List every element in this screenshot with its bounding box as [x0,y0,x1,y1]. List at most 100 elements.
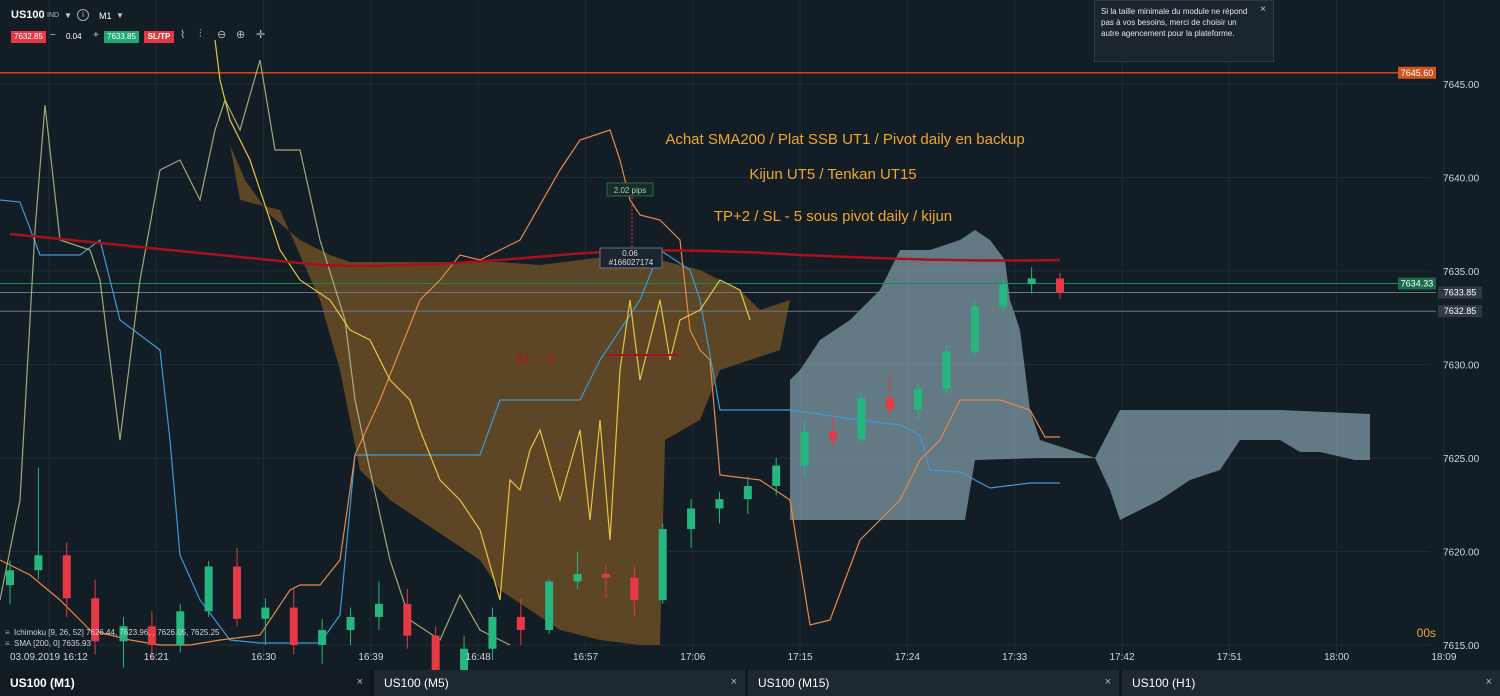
crosshair-icon[interactable]: ✛ [256,29,266,41]
sma200-line [9,232,1061,268]
tab-label: US100 (M15) [758,676,830,690]
time-axis: 03.09.2019 16:12 16:21 16:30 16:39 16:48 16:5… [10,652,1457,663]
annotation-strategy: Achat SMA200 / Plat SSB UT1 / Pivot dail… [665,131,1024,148]
candle-body [204,566,213,612]
y-tick-label: 7630.00 [1443,361,1480,372]
sma-legend-icon: ≡ [5,639,10,648]
candle-body [374,603,383,617]
zoom-in-icon[interactable]: ⊕ [236,29,246,41]
x-tick-label: 17:15 [788,652,813,663]
close-icon[interactable]: × [1104,676,1111,688]
x-tick-label: 16:21 [144,652,169,663]
x-tick-label: 16:39 [358,652,383,663]
chikou-line [0,59,511,646]
candle-body [630,577,639,601]
candle-body [573,573,582,582]
candle-body [233,566,242,619]
price-tag [1398,277,1436,290]
line-chart-icon[interactable]: ⌇ [180,29,186,41]
symbol-name[interactable]: US100 [11,9,45,21]
decrease-volume-button[interactable]: − [50,30,56,41]
tab-label: US100 (M5) [384,676,449,690]
price-tag [1438,286,1482,299]
countdown: 00s [1417,626,1436,640]
price-tag [1438,305,1482,318]
price-tag-label: 7632.85 [1444,306,1477,316]
candle-body [942,351,951,389]
price-tag-label: 7633.85 [1444,288,1477,298]
zoom-out-icon[interactable]: ⊖ [217,29,227,41]
candle-body [800,431,809,466]
candle-body [34,555,43,571]
ichimoku-legend[interactable]: Ichimoku [9, 26, 52] 7626.44, 7623.96, ,… [14,628,220,637]
candle-body [828,431,837,440]
candle-body [488,616,497,649]
indicators-icon[interactable]: ⫶ [199,28,202,40]
notice-text: Si la taille minimale du module ne répon… [1101,7,1248,38]
buy-button[interactable]: 7633.85 [104,31,139,43]
candle-body [999,284,1008,307]
close-icon[interactable]: × [730,676,737,688]
candle-body [6,570,14,586]
candle-body [687,508,696,530]
annotation-kijun: Kijun UT5 / Tenkan UT15 [749,166,916,183]
symbol-dropdown-icon[interactable]: ▼ [64,11,72,20]
candle-body [289,607,298,645]
timeframe-selector[interactable]: M1 [99,11,112,21]
order-qty: 0.06 [622,249,638,258]
candle-body [318,630,327,645]
close-icon[interactable]: × [1260,4,1266,15]
horizontal-levels [0,72,1436,312]
tab-us100-m15[interactable]: US100 (M15) × [748,670,1119,696]
x-tick-label: 16:30 [251,652,276,663]
candle-body [715,499,724,509]
close-icon[interactable]: × [356,676,363,688]
candle-body [1027,278,1036,285]
close-icon[interactable]: × [1485,676,1492,688]
candle-body [346,616,355,631]
sell-button[interactable]: 7632.85 [11,31,46,43]
timeframe-dropdown-icon[interactable]: ▼ [116,11,124,20]
ichimoku-cloud [230,145,1370,645]
candle-body [772,465,781,487]
y-tick-label: 7640.00 [1443,174,1480,185]
y-tick-label: 7635.00 [1443,267,1480,278]
tab-us100-m5[interactable]: US100 (M5) × [374,670,745,696]
layout-notice: Si la taille minimale du module ne répon… [1094,0,1274,62]
x-tick-label: 17:42 [1109,652,1134,663]
candle-body [147,626,156,645]
x-tick-label: 16:57 [573,652,598,663]
kijun-line [0,129,1060,646]
price-tag [1398,66,1436,79]
increase-volume-button[interactable]: + [93,30,99,41]
order-id: #166027174 [609,258,654,267]
tab-us100-h1[interactable]: US100 (H1) × [1122,670,1500,696]
info-icon[interactable]: i [77,9,89,21]
volume-value[interactable]: 0.04 [66,32,82,41]
candle-body [743,486,752,500]
price-axis: 7645.00 7640.00 7635.00 7630.00 7625.00 7620.… [1443,80,1480,652]
tab-label: US100 (M1) [10,676,75,690]
annotation-sl: SL - 5 [515,351,554,368]
candle-body [658,529,667,601]
price-chart[interactable]: 2.02 pips 0.06 #166027174 Achat SMA200 /… [0,0,1500,670]
x-tick-label: 18:09 [1431,652,1456,663]
y-tick-label: 7620.00 [1443,548,1480,559]
annotation-tp-sl: TP+2 / SL - 5 sous pivot daily / kijun [714,208,952,225]
candle-body [261,607,270,619]
tab-us100-m1[interactable]: US100 (M1) × [0,670,371,696]
x-tick-label: 18:00 [1324,652,1349,663]
pips-label: 2.02 pips [614,186,646,195]
candlestick-series [6,267,1064,670]
x-tick-label: 17:24 [895,652,920,663]
sma-legend[interactable]: SMA [200, 0] 7635.93 [14,639,91,648]
order-badge[interactable] [599,247,663,269]
x-tick-label: 16:48 [466,652,491,663]
candle-body [914,388,923,410]
tenkan-line [0,199,1060,644]
sltp-button[interactable]: SL/TP [144,31,174,43]
tab-label: US100 (H1) [1132,676,1196,690]
candle-body [516,616,525,631]
candle-body [970,306,979,352]
chart-tabs: US100 (M1) × US100 (M5) × US100 (M15) × … [0,670,1500,696]
